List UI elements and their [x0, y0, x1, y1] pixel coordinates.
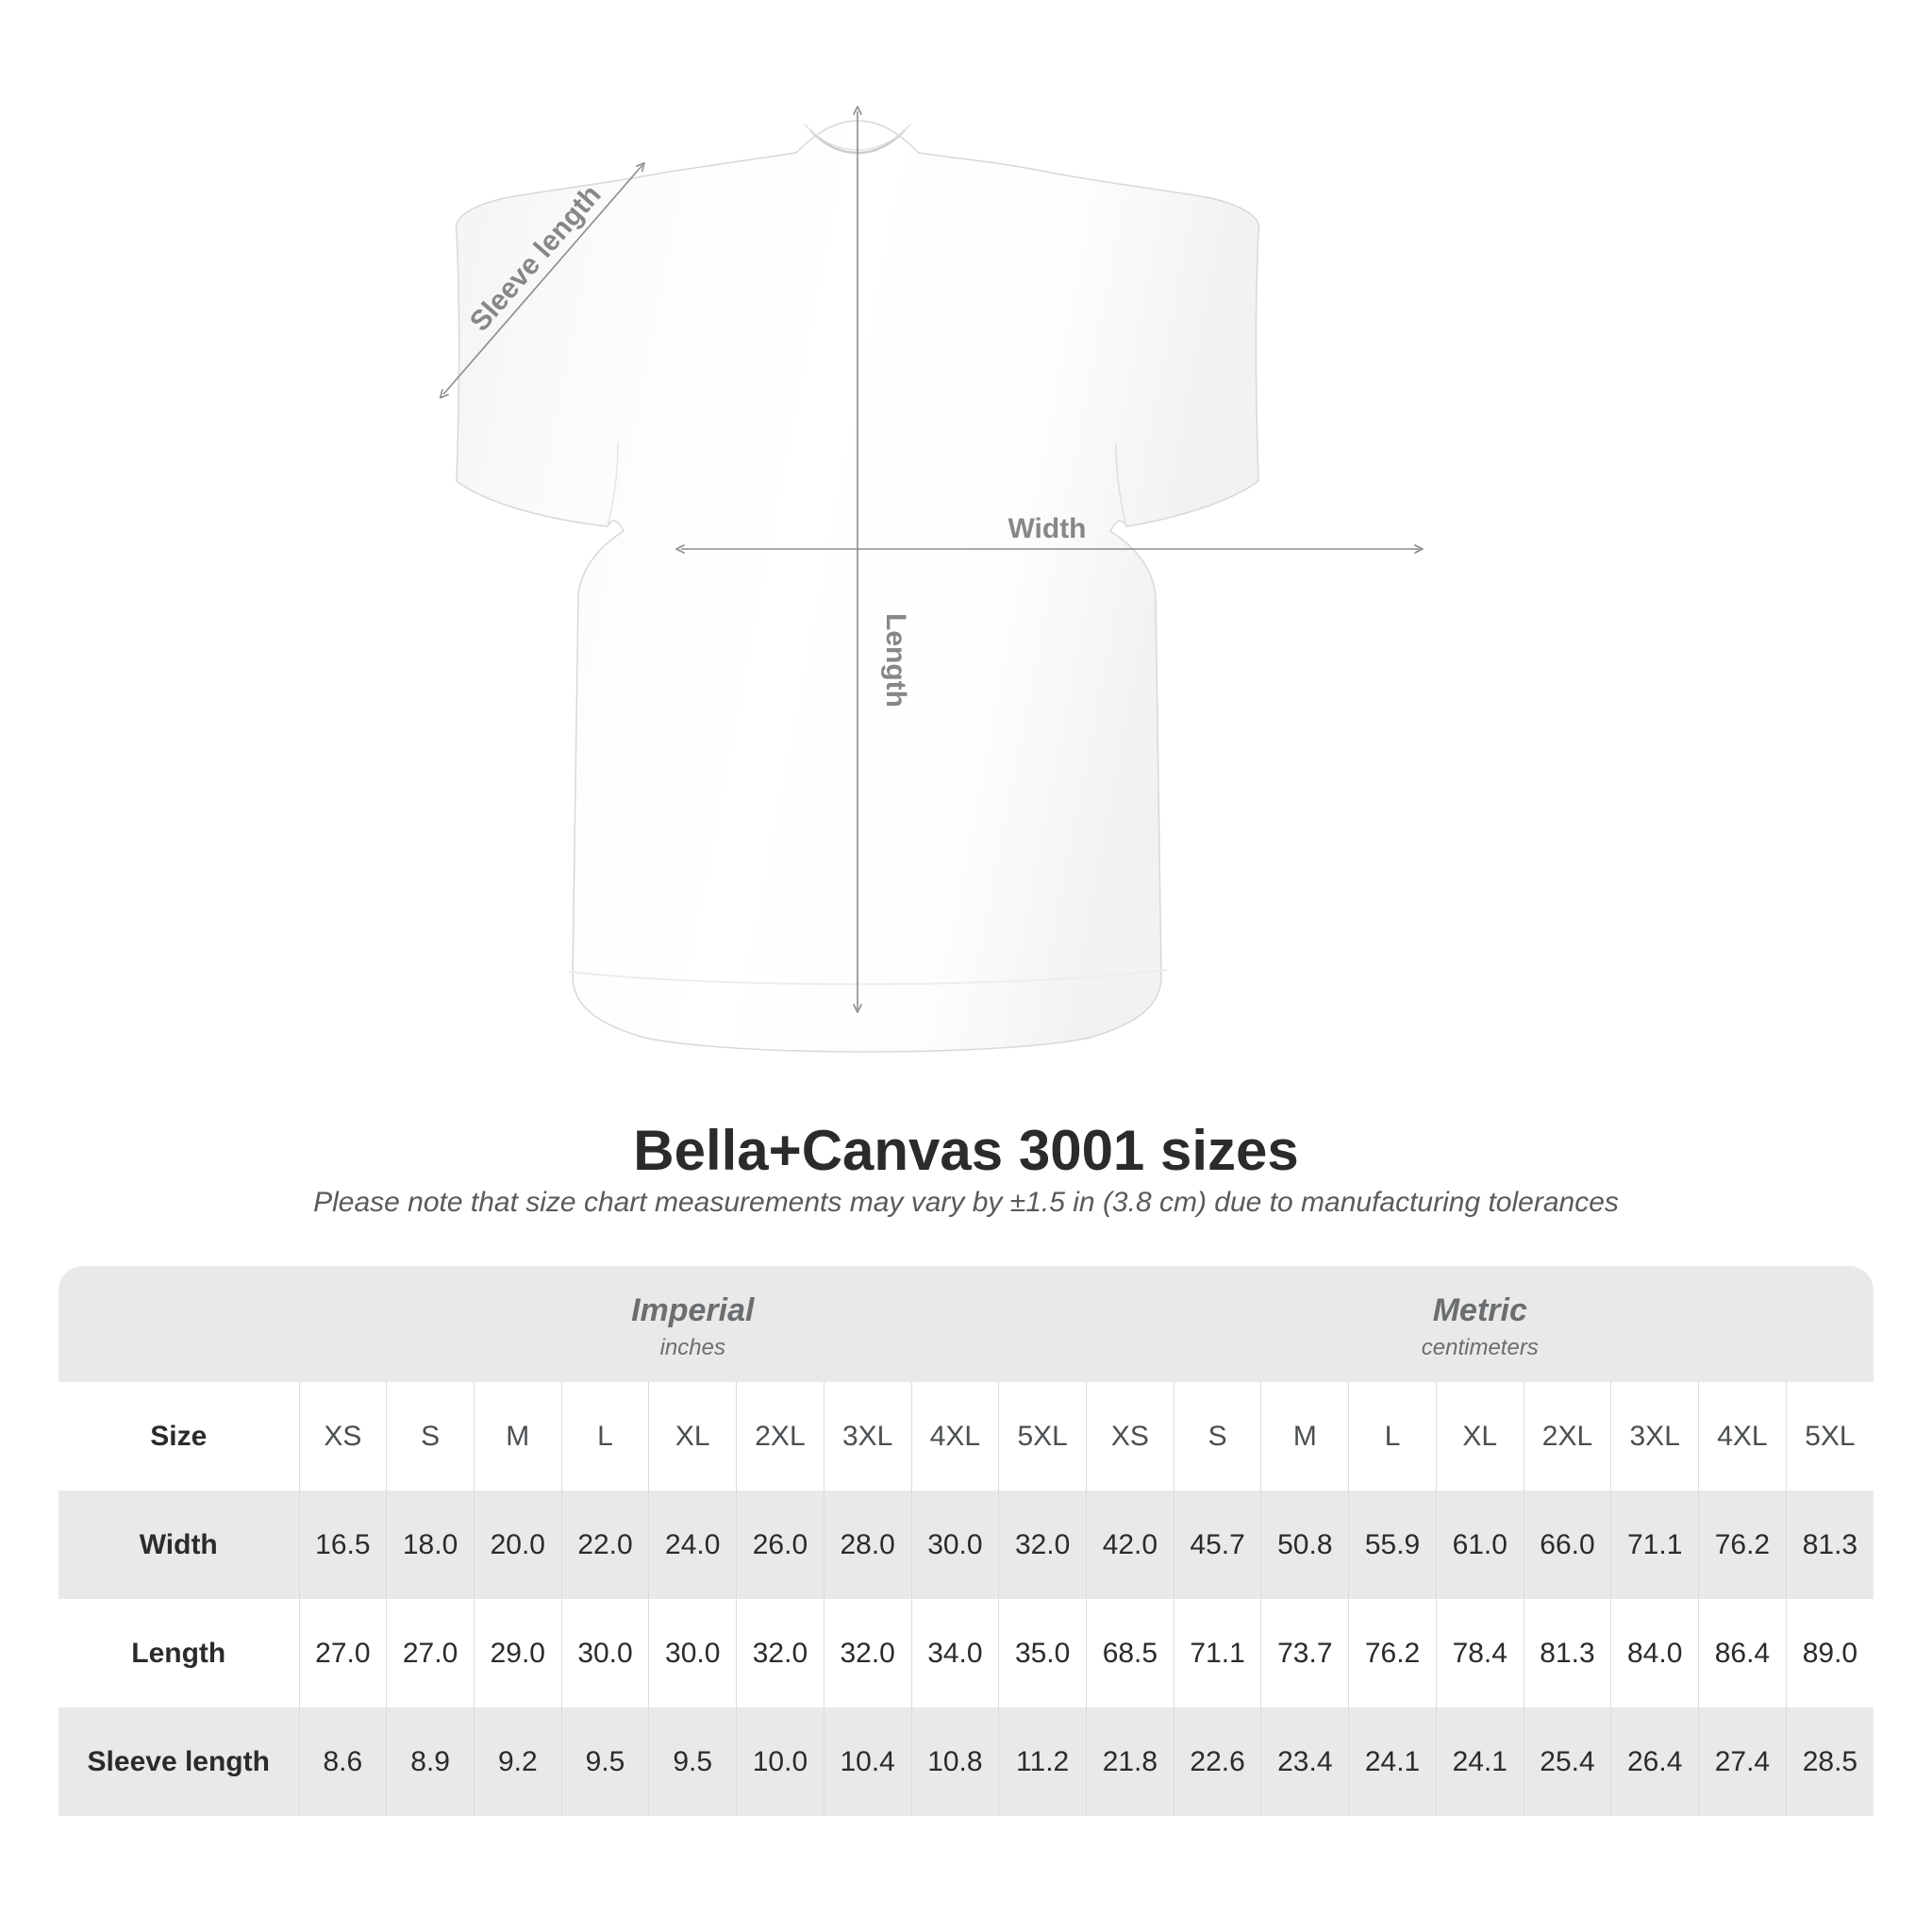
svg-text:Length: Length — [880, 613, 911, 708]
svg-text:Width: Width — [1008, 513, 1086, 544]
svg-text:Sleeve length: Sleeve length — [464, 179, 608, 338]
